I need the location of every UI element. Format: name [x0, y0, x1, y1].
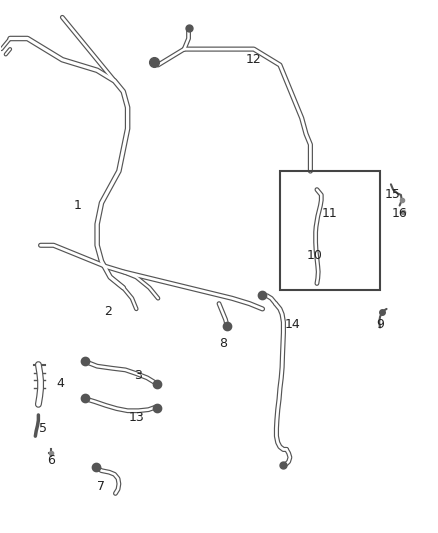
Text: 2: 2	[104, 305, 112, 318]
Text: 14: 14	[285, 318, 301, 332]
Bar	[280, 171, 380, 290]
Text: 8: 8	[219, 337, 227, 350]
Text: 1: 1	[74, 199, 81, 212]
Text: 12: 12	[246, 53, 261, 66]
Text: 3: 3	[134, 369, 142, 382]
Text: 7: 7	[98, 480, 106, 493]
Text: 13: 13	[128, 411, 144, 424]
Text: 9: 9	[376, 318, 384, 332]
Text: 11: 11	[322, 207, 338, 220]
Text: 5: 5	[39, 422, 47, 435]
Text: 16: 16	[392, 207, 407, 220]
Text: 10: 10	[307, 249, 323, 262]
Text: 4: 4	[56, 377, 64, 390]
Text: 6: 6	[47, 454, 55, 466]
Text: 15: 15	[385, 189, 401, 201]
